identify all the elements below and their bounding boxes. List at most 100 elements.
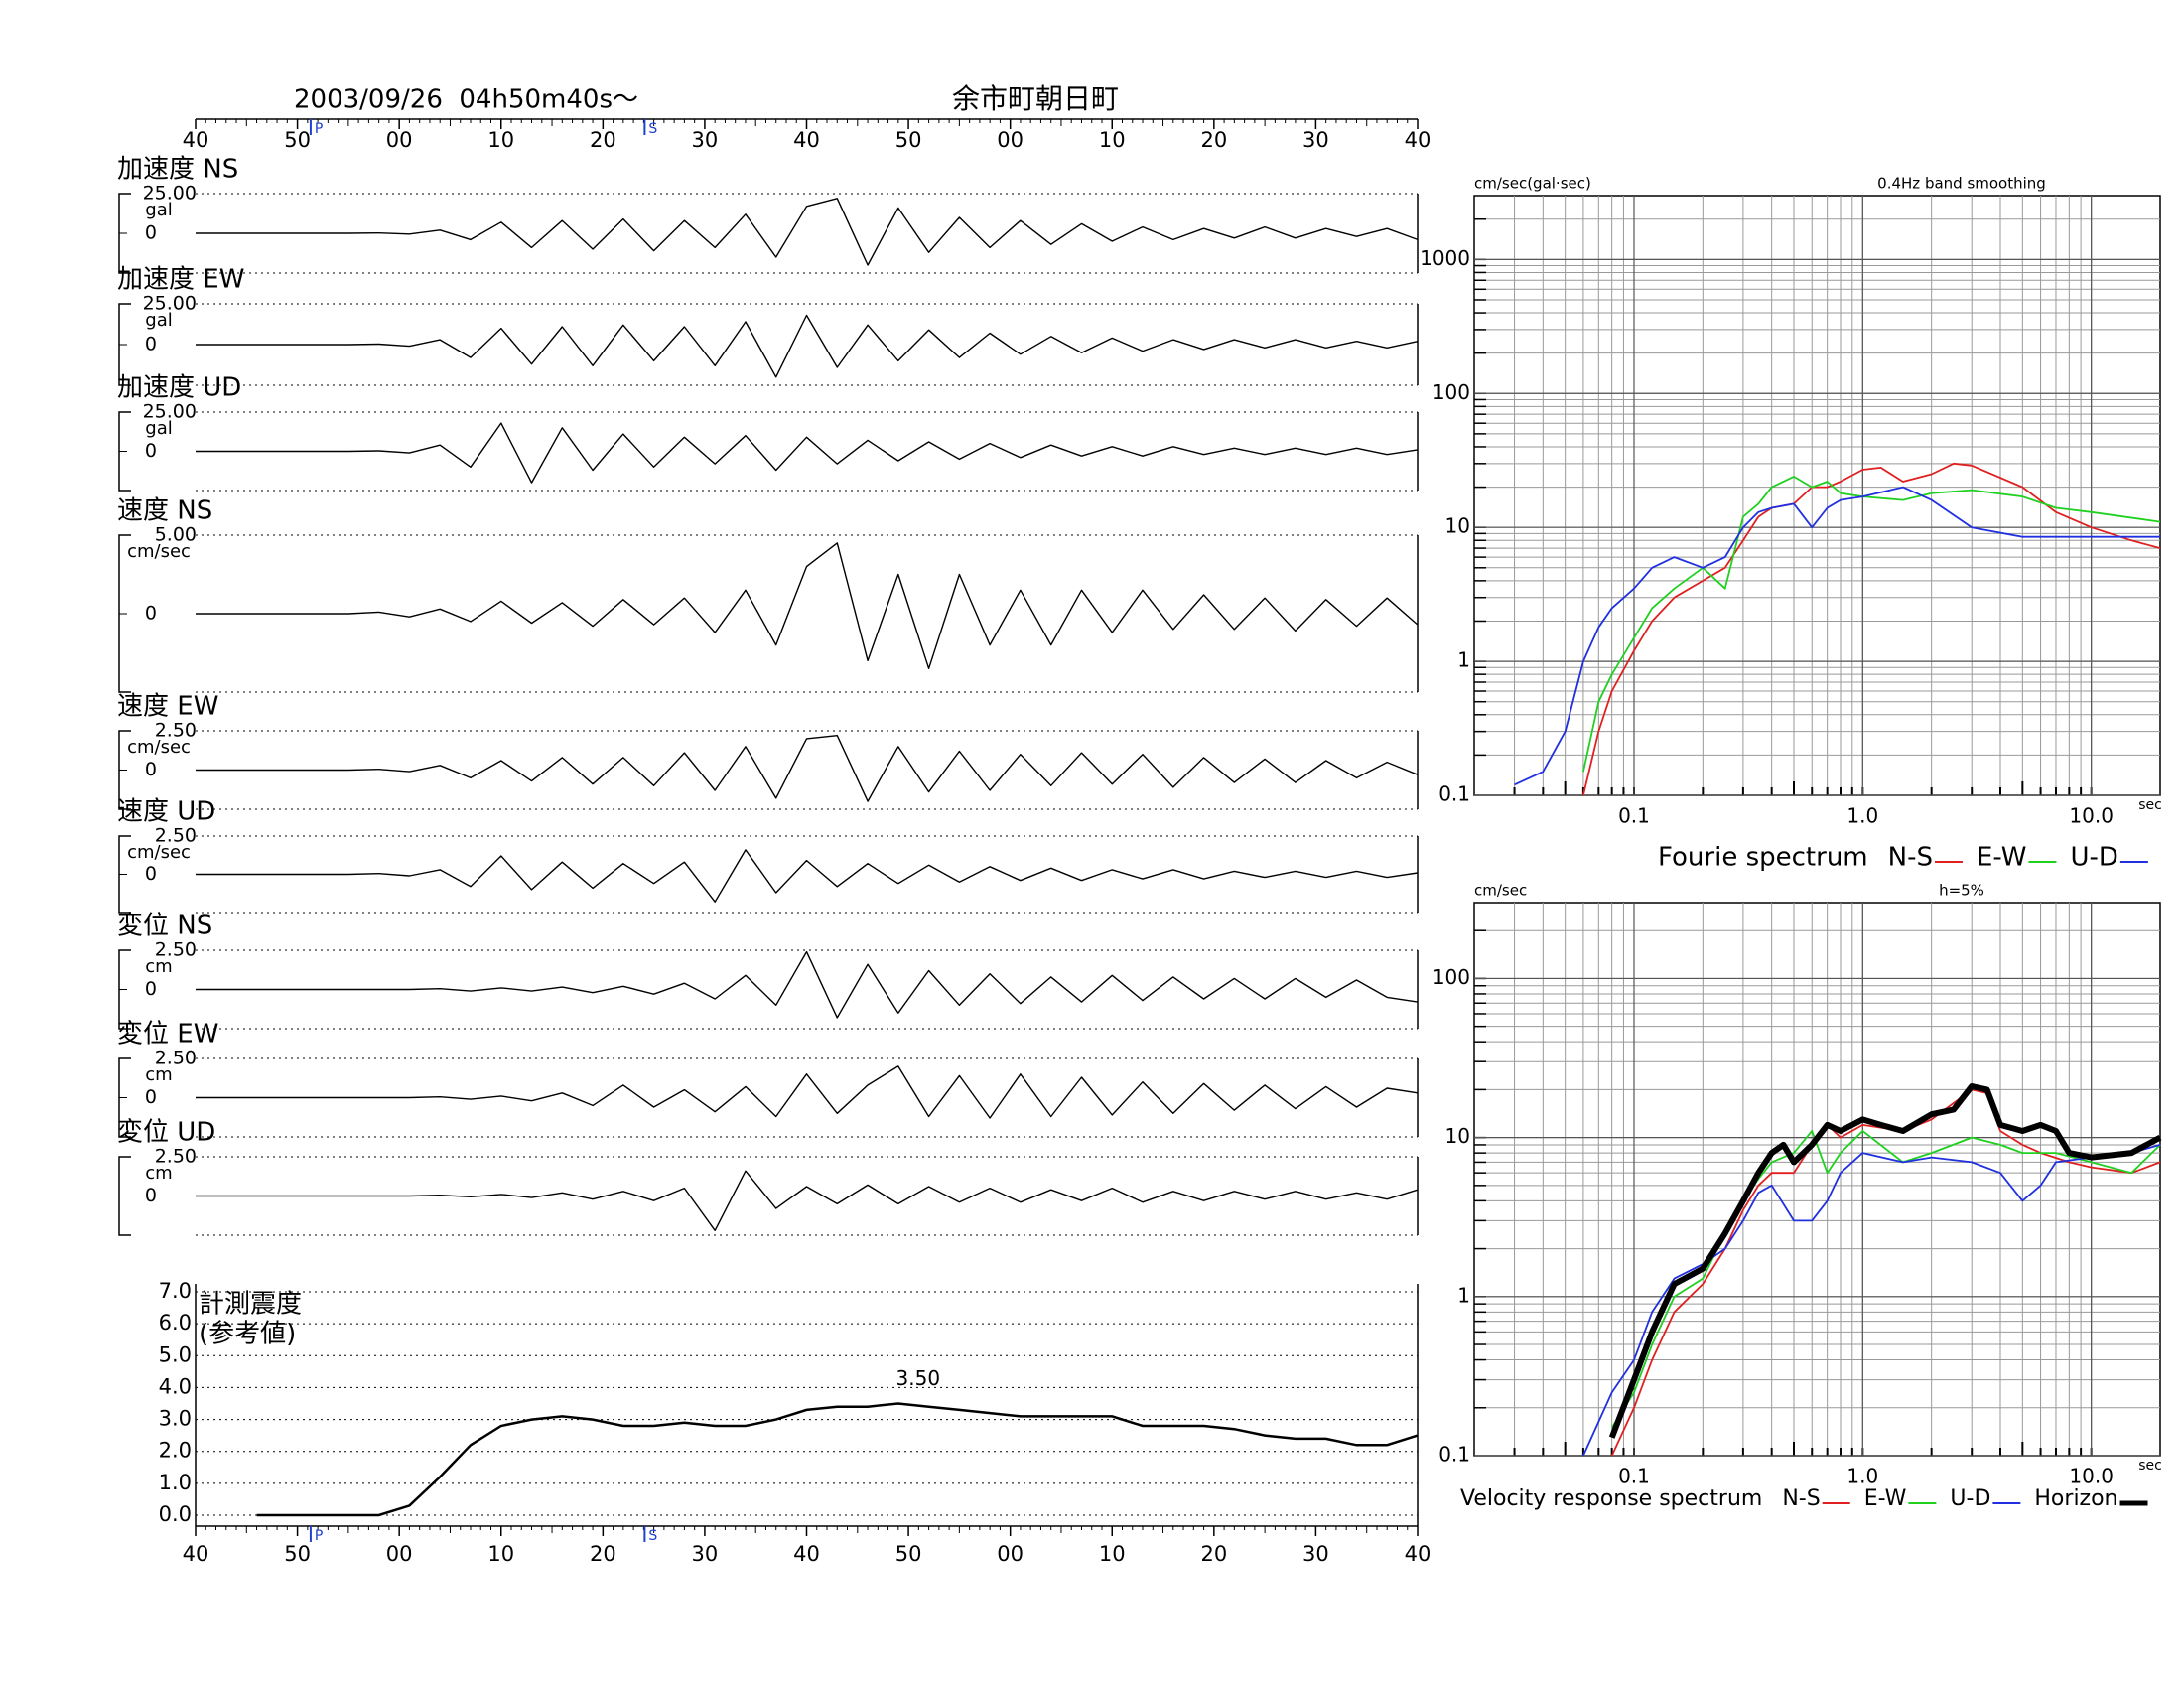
time-tick-label: 40	[183, 1542, 209, 1566]
legend-title: Fourie spectrum	[1658, 843, 1868, 873]
time-tick-label: 50	[895, 128, 922, 152]
waveform	[196, 1065, 1419, 1119]
peak-label: 3.50	[896, 1366, 941, 1390]
trace-tick-label: 2.50	[155, 1048, 197, 1069]
time-tick-label: 20	[1200, 1542, 1227, 1566]
trace-tick-label: 0	[145, 334, 157, 355]
waveform	[196, 950, 1419, 1019]
time-tick-label: 50	[284, 1542, 311, 1566]
waveform	[196, 198, 1419, 266]
y-tick-label: 7.0	[159, 1279, 192, 1303]
legend-label: U-D	[1950, 1486, 1990, 1511]
time-tick-label: 30	[692, 1542, 719, 1566]
y-tick-label: 100	[1433, 965, 1470, 989]
intensity-line	[256, 1402, 1419, 1517]
trace-unit: cm	[145, 1163, 172, 1184]
legend-label: N-S	[1888, 843, 1933, 873]
y-tick-label: 100	[1433, 380, 1470, 404]
spectrum-line	[1514, 486, 2160, 786]
y-tick-label: 1.0	[159, 1471, 192, 1494]
trace-tick-label: 2.50	[155, 825, 197, 847]
trace-unit: cm/sec	[127, 541, 191, 562]
trace-unit: cm	[145, 1064, 172, 1085]
time-tick-label: 40	[183, 128, 209, 152]
trace-tick-label: 2.50	[155, 1146, 197, 1168]
y-tick-label: 0.0	[159, 1502, 192, 1526]
y-tick-label: 1000	[1420, 246, 1470, 270]
legend-label: N-S	[1782, 1486, 1820, 1511]
waveform	[196, 849, 1419, 903]
waveform	[196, 422, 1419, 484]
time-tick-label: 10	[487, 128, 514, 152]
trace-tick-label: 25.00	[143, 183, 197, 205]
trace-tick-label: 0	[145, 759, 157, 780]
time-tick-label: 50	[895, 1542, 922, 1566]
trace-unit: cm/sec	[127, 842, 191, 863]
x-tick-label: 0.1	[1618, 804, 1650, 828]
y-tick-label: 1	[1457, 648, 1470, 672]
plot-frame	[1473, 195, 2161, 796]
trace-tick-label: 0	[145, 1185, 157, 1206]
x-tick-label: 1.0	[1846, 1465, 1878, 1488]
spectrum-line	[1582, 476, 2161, 773]
x-tick-label: 1.0	[1846, 804, 1878, 828]
note: h=5%	[1939, 882, 1984, 900]
time-tick-label: 10	[487, 1542, 514, 1566]
trace-label: 変位 NS	[117, 912, 212, 941]
legend-label: E-W	[1977, 843, 2026, 873]
y-tick-label: 10	[1445, 1124, 1470, 1148]
waveform	[196, 314, 1419, 378]
y-axis-label: cm/sec(gal·sec)	[1474, 175, 1591, 193]
time-tick-label: 20	[1200, 128, 1227, 152]
time-tick-label: 40	[793, 1542, 820, 1566]
y-tick-label: 1	[1457, 1283, 1470, 1307]
waveform	[196, 1170, 1419, 1231]
trace-label: 速度 NS	[117, 496, 212, 526]
trace-label: 加速度 UD	[117, 373, 241, 403]
x-tick-label: 10.0	[2069, 804, 2114, 828]
time-tick-label: 00	[997, 1542, 1024, 1566]
trace-unit: cm	[145, 956, 172, 977]
trace-tick-label: 2.50	[155, 720, 197, 742]
time-tick-label: 40	[793, 128, 820, 152]
time-tick-label: 20	[590, 128, 616, 152]
phase-label: S	[648, 1528, 657, 1544]
spectrum-line	[1610, 1130, 2161, 1429]
spectrum-line	[1608, 1083, 2162, 1439]
trace-label: 速度 EW	[117, 692, 218, 722]
y-tick-label: 3.0	[159, 1407, 192, 1431]
trace-unit: gal	[145, 200, 172, 220]
waveform	[196, 735, 1419, 802]
y-tick-label: 5.0	[159, 1342, 192, 1366]
time-tick-label: 00	[386, 128, 413, 152]
trace-label: 速度 UD	[117, 797, 215, 827]
trace-label: 加速度 EW	[117, 265, 244, 295]
trace-unit: gal	[145, 418, 172, 439]
time-tick-label: 10	[1099, 128, 1126, 152]
time-tick-label: 30	[1302, 1542, 1329, 1566]
y-tick-label: 4.0	[159, 1374, 192, 1398]
legend-title: Velocity response spectrum	[1460, 1486, 1762, 1511]
trace-tick-label: 5.00	[155, 524, 197, 546]
trace-unit: cm/sec	[127, 737, 191, 758]
trace-tick-label: 0	[145, 1086, 157, 1108]
phase-label: P	[315, 121, 323, 137]
trace-unit: gal	[145, 310, 172, 331]
note: 0.4Hz band smoothing	[1877, 175, 2046, 193]
trace-tick-label: 0	[145, 978, 157, 1000]
time-tick-label: 30	[1302, 128, 1329, 152]
intensity-subtitle: (参考値)	[199, 1320, 296, 1349]
station-name: 余市町朝日町	[952, 82, 1119, 115]
time-tick-label: 10	[1099, 1542, 1126, 1566]
phase-label: S	[648, 121, 657, 137]
trace-tick-label: 0	[145, 440, 157, 462]
time-tick-label: 50	[284, 128, 311, 152]
y-tick-label: 0.1	[1438, 782, 1470, 806]
x-tick-label: 10.0	[2069, 1465, 2114, 1488]
x-axis-label: sec	[2138, 797, 2162, 813]
trace-tick-label: 0	[145, 603, 157, 625]
time-tick-label: 30	[692, 128, 719, 152]
spectrum-line	[1582, 462, 2161, 796]
trace-label: 変位 UD	[117, 1118, 215, 1148]
time-tick-label: 20	[590, 1542, 616, 1566]
